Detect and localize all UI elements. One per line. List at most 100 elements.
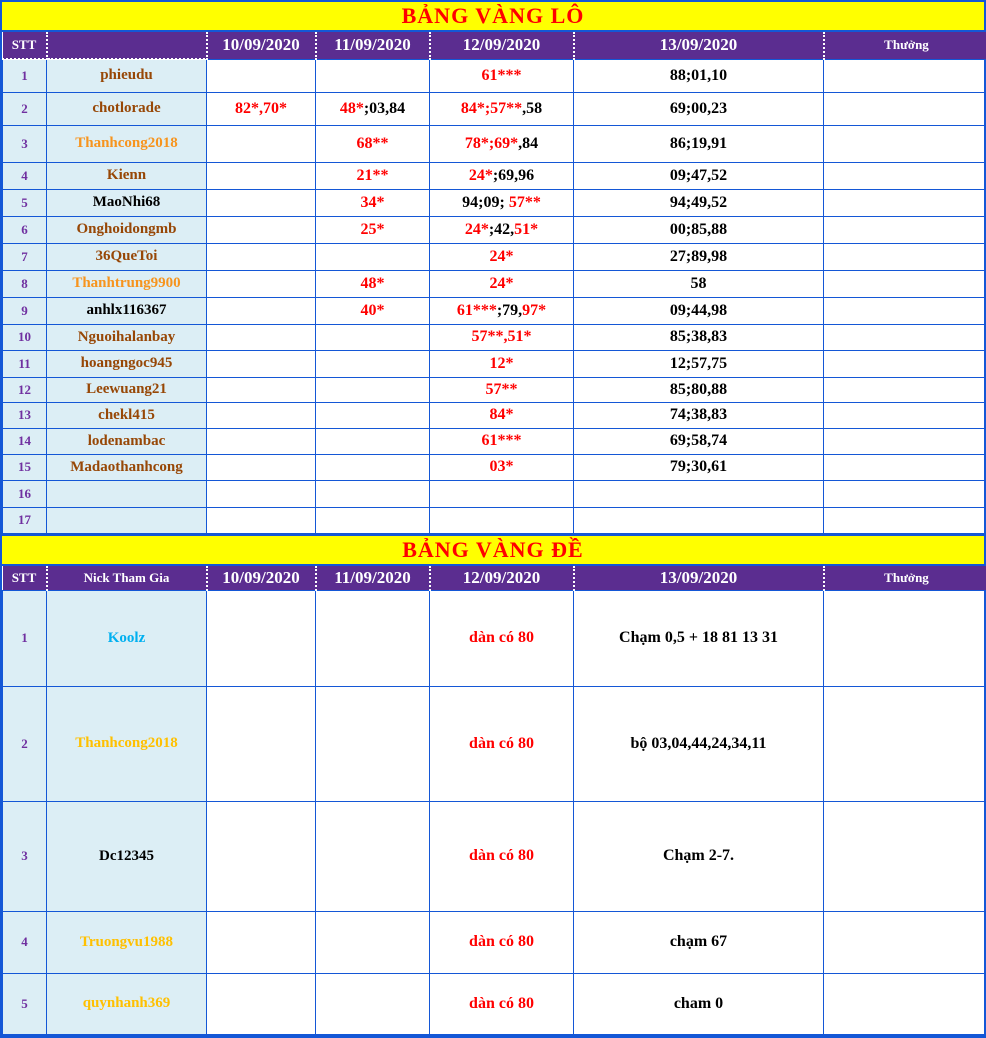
result-cell bbox=[207, 428, 316, 454]
result-cell: 48* bbox=[316, 270, 430, 297]
result-cell: 21** bbox=[316, 162, 430, 189]
bang-vang-de-title: BẢNG VÀNG ĐỀ bbox=[2, 534, 984, 566]
result-cell: 40* bbox=[316, 297, 430, 324]
row-number: 3 bbox=[3, 125, 47, 162]
result-segment: 25* bbox=[361, 221, 385, 238]
result-cell: 85;80,88 bbox=[574, 377, 824, 402]
row-number: 10 bbox=[3, 324, 47, 350]
nickname-text: Madaothanhcong bbox=[70, 459, 183, 475]
row-number: 8 bbox=[3, 270, 47, 297]
result-segment: 94;49,52 bbox=[670, 194, 727, 211]
result-segment: 68** bbox=[357, 135, 389, 152]
result-cell bbox=[316, 686, 430, 801]
result-cell bbox=[207, 350, 316, 377]
nickname-cell: anhlx116367 bbox=[47, 297, 207, 324]
result-segment: ,58 bbox=[522, 100, 542, 117]
nickname-text: chotlorade bbox=[92, 100, 160, 116]
nickname-text: Leewuang21 bbox=[86, 381, 167, 397]
result-cell: 48*;03,84 bbox=[316, 92, 430, 125]
result-cell: 12;57,75 bbox=[574, 350, 824, 377]
result-cell bbox=[207, 454, 316, 480]
result-cell: cham 0 bbox=[574, 973, 824, 1034]
nickname-text: Thanhcong2018 bbox=[75, 135, 178, 151]
nickname-cell: chotlorade bbox=[47, 92, 207, 125]
result-cell: dàn có 80 bbox=[430, 911, 574, 973]
reward-cell bbox=[824, 686, 986, 801]
reward-cell bbox=[824, 189, 986, 216]
result-cell: 82*,70* bbox=[207, 92, 316, 125]
result-cell: 09;47,52 bbox=[574, 162, 824, 189]
result-cell: 61*** bbox=[430, 59, 574, 92]
result-cell bbox=[316, 973, 430, 1034]
row-number: 14 bbox=[3, 428, 47, 454]
nickname-text: MaoNhi68 bbox=[93, 194, 161, 210]
column-header-13-09-2020: 13/09/2020 bbox=[574, 566, 824, 591]
reward-cell bbox=[824, 801, 986, 911]
row-number: 9 bbox=[3, 297, 47, 324]
result-segment: 12;57,75 bbox=[670, 355, 727, 372]
row-number: 3 bbox=[3, 801, 47, 911]
row-number: 4 bbox=[3, 911, 47, 973]
nickname-cell: lodenambac bbox=[47, 428, 207, 454]
nickname-cell bbox=[47, 480, 207, 507]
result-cell: 57**,51* bbox=[430, 324, 574, 350]
result-segment: 85;38,83 bbox=[670, 328, 727, 345]
nickname-cell: MaoNhi68 bbox=[47, 189, 207, 216]
result-cell: 09;44,98 bbox=[574, 297, 824, 324]
result-cell bbox=[207, 590, 316, 686]
result-segment: dàn có 80 bbox=[469, 933, 534, 950]
result-segment: cham 0 bbox=[674, 995, 723, 1012]
column-header-12-09-2020: 12/09/2020 bbox=[430, 566, 574, 591]
result-segment: 84*;57** bbox=[461, 100, 522, 117]
result-segment: 21** bbox=[357, 167, 389, 184]
nickname-cell: Leewuang21 bbox=[47, 377, 207, 402]
result-segment: 88;01,10 bbox=[670, 67, 727, 84]
result-segment: 48* bbox=[340, 100, 364, 117]
result-cell: 25* bbox=[316, 216, 430, 243]
reward-cell bbox=[824, 216, 986, 243]
result-cell bbox=[316, 911, 430, 973]
nickname-cell: Koolz bbox=[47, 590, 207, 686]
result-segment: dàn có 80 bbox=[469, 995, 534, 1012]
row-number: 11 bbox=[3, 350, 47, 377]
result-cell bbox=[316, 454, 430, 480]
result-segment: dàn có 80 bbox=[469, 735, 534, 752]
reward-cell bbox=[824, 324, 986, 350]
result-cell bbox=[430, 480, 574, 507]
result-segment: 24* bbox=[490, 248, 514, 265]
result-cell: 58 bbox=[574, 270, 824, 297]
result-segment: 69;00,23 bbox=[670, 100, 727, 117]
nickname-cell: Thanhcong2018 bbox=[47, 686, 207, 801]
reward-cell bbox=[824, 92, 986, 125]
column-header-th-ng: Thưởng bbox=[824, 32, 986, 59]
result-cell: Chạm 0,5 + 18 81 13 31 bbox=[574, 590, 824, 686]
result-segment: 85;80,88 bbox=[670, 381, 727, 398]
result-cell bbox=[207, 125, 316, 162]
reward-cell bbox=[824, 59, 986, 92]
row-number: 7 bbox=[3, 243, 47, 270]
nickname-cell bbox=[47, 507, 207, 533]
result-cell bbox=[207, 216, 316, 243]
nickname-text: Truongvu1988 bbox=[80, 934, 173, 950]
row-number: 2 bbox=[3, 686, 47, 801]
nickname-cell: 36QueToi bbox=[47, 243, 207, 270]
result-segment: 27;89,98 bbox=[670, 248, 727, 265]
result-cell: 61*** bbox=[430, 428, 574, 454]
result-segment: 82*,70* bbox=[235, 100, 287, 117]
result-cell: 84*;57**,58 bbox=[430, 92, 574, 125]
row-number: 1 bbox=[3, 59, 47, 92]
reward-cell bbox=[824, 911, 986, 973]
reward-cell bbox=[824, 480, 986, 507]
result-segment: Chạm 2-7. bbox=[663, 847, 734, 864]
result-cell bbox=[316, 801, 430, 911]
nickname-text: Kienn bbox=[107, 167, 146, 183]
